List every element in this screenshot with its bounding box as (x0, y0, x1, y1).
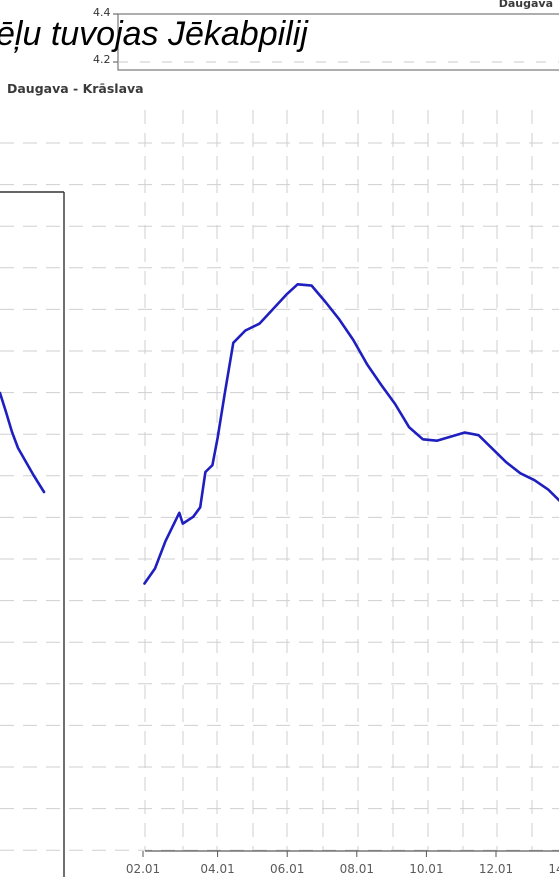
background-chart (113, 13, 559, 71)
x-tick-label: 02.01 (126, 862, 160, 876)
x-tick-label: 14.01 (548, 862, 559, 876)
x-tick-label: 10.01 (409, 862, 443, 876)
background-y-tick-label: 4.2 (93, 53, 111, 66)
left-chart (0, 191, 65, 877)
plot-grid (0, 110, 559, 851)
background-chart-title: Daugava (498, 0, 553, 10)
article-headline: ēļu tuvojas Jēkabpilij (0, 15, 308, 53)
background-chart-frame (117, 13, 559, 71)
x-tick-label: 04.01 (200, 862, 234, 876)
x-tick-label: 12.01 (479, 862, 513, 876)
x-axis-ticks: 02.01 04.01 06.01 08.01 10.01 12.01 14.01 (126, 851, 559, 876)
left-chart-series-line (0, 391, 46, 494)
background-y-tick-label: 4.4 (93, 6, 111, 19)
x-tick-label: 08.01 (340, 862, 374, 876)
plot-panel (0, 100, 559, 877)
series-line (143, 283, 559, 585)
x-tick-label: 06.01 (270, 862, 304, 876)
chart-title: Daugava - Krāslava (7, 81, 144, 96)
